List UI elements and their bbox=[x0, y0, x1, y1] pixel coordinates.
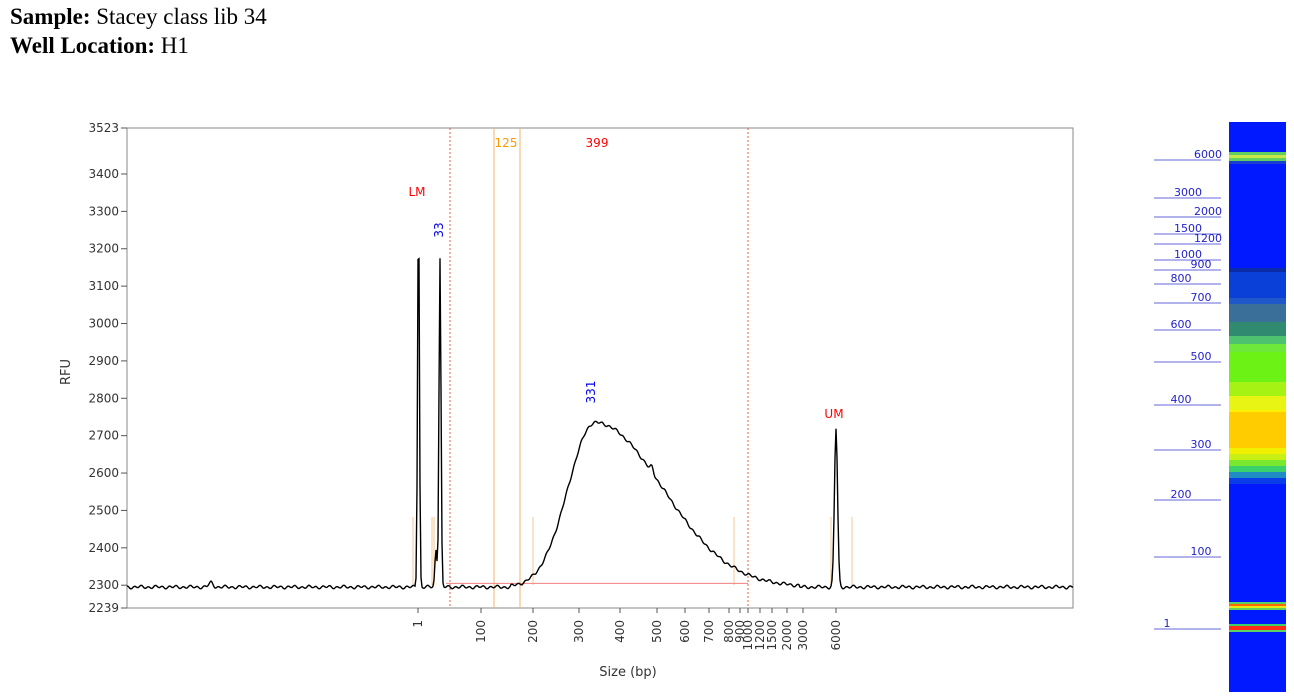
gel-band bbox=[1229, 336, 1286, 344]
gel-band bbox=[1229, 352, 1286, 382]
ladder-label: 1 bbox=[1164, 617, 1171, 630]
sample-label: Sample: bbox=[10, 4, 91, 29]
ladder-label: 200 bbox=[1171, 488, 1192, 501]
gel-band bbox=[1229, 626, 1286, 630]
ladder-label: 300 bbox=[1191, 438, 1212, 451]
y-axis: 2239 2300 2400 2500 2600 2700 2800 2900 3000 3100… bbox=[88, 121, 127, 615]
well-label: Well Location: bbox=[10, 33, 156, 58]
gel-band bbox=[1229, 608, 1286, 610]
x-tick-label: 800 bbox=[722, 620, 736, 643]
sample-line: Sample: Stacey class lib 34 bbox=[10, 2, 267, 31]
ladder-label: 400 bbox=[1171, 393, 1192, 406]
ladder-label: 900 bbox=[1191, 258, 1212, 271]
peak-annotation: 33 bbox=[432, 222, 446, 237]
gel-band bbox=[1229, 604, 1286, 606]
gel-band bbox=[1229, 304, 1286, 322]
peak-annotation: UM bbox=[824, 407, 843, 421]
x-tick-label: 3000 bbox=[796, 620, 810, 651]
gel-band bbox=[1229, 602, 1286, 604]
ladder-label: 500 bbox=[1191, 350, 1212, 363]
y-tick-label: 3300 bbox=[88, 204, 119, 218]
ladder-label: 2000 bbox=[1194, 205, 1222, 218]
y-tick-label: 2900 bbox=[88, 354, 119, 368]
x-tick-label: 500 bbox=[650, 620, 664, 643]
peak-annotation: 125 bbox=[495, 136, 518, 150]
x-tick-label: 200 bbox=[526, 620, 540, 643]
peak-annotation: 399 bbox=[586, 136, 609, 150]
x-tick-label: 1200 bbox=[753, 620, 767, 651]
x-tick-label: 600 bbox=[678, 620, 692, 643]
ladder-label: 3000 bbox=[1174, 186, 1202, 199]
y-tick-label: 3400 bbox=[88, 167, 119, 181]
x-axis-label: Size (bp) bbox=[599, 665, 656, 680]
x-tick-label: 700 bbox=[702, 620, 716, 643]
gel-band bbox=[1229, 448, 1286, 454]
gel-band bbox=[1229, 624, 1286, 626]
gel-band bbox=[1229, 412, 1286, 448]
gel-band bbox=[1229, 460, 1286, 466]
x-tick-label: 900 bbox=[733, 620, 747, 643]
gel-band bbox=[1229, 382, 1286, 396]
well-value: H1 bbox=[160, 33, 189, 58]
gel-band bbox=[1229, 158, 1286, 161]
gel-band bbox=[1229, 322, 1286, 336]
series-line bbox=[126, 257, 1074, 590]
gel-band bbox=[1229, 298, 1286, 304]
ladder-label: 600 bbox=[1171, 318, 1192, 331]
x-tick-label: 300 bbox=[572, 620, 586, 643]
x-tick-label: 1 bbox=[411, 620, 425, 628]
gel-band bbox=[1229, 161, 1286, 164]
ladder-label: 1500 bbox=[1174, 222, 1202, 235]
y-tick-label: 3100 bbox=[88, 279, 119, 293]
gel-band bbox=[1229, 454, 1286, 460]
gel-band bbox=[1229, 396, 1286, 410]
x-tick-label: 1000 bbox=[741, 620, 755, 651]
x-axis: 1 100 200 300 400 500 600 700 800900100012001500… bbox=[411, 608, 843, 651]
gel-band bbox=[1229, 152, 1286, 155]
gel-band bbox=[1229, 466, 1286, 472]
y-tick-label: 3523 bbox=[88, 121, 119, 135]
y-tick-label: 3200 bbox=[88, 242, 119, 256]
y-tick-label: 2800 bbox=[88, 391, 119, 405]
gel-band bbox=[1229, 606, 1286, 608]
ladder-label: 800 bbox=[1171, 272, 1192, 285]
gel-band bbox=[1229, 155, 1286, 158]
ladder-label: 6000 bbox=[1194, 148, 1222, 161]
sample-header: Sample: Stacey class lib 34 Well Locatio… bbox=[10, 2, 267, 60]
peak-annotation: 331 bbox=[584, 381, 598, 404]
y-axis-label: RFU bbox=[59, 359, 74, 385]
ladder-label: 700 bbox=[1191, 291, 1212, 304]
gel-image: 6000300020001500120010009008007006005004… bbox=[1154, 122, 1286, 692]
x-tick-label: 100 bbox=[474, 620, 488, 643]
x-tick-label: 6000 bbox=[829, 620, 843, 651]
gel-band bbox=[1229, 268, 1286, 272]
y-tick-label: 2500 bbox=[88, 503, 119, 517]
sample-value: Stacey class lib 34 bbox=[96, 4, 267, 29]
well-line: Well Location: H1 bbox=[10, 31, 267, 60]
y-tick-label: 2400 bbox=[88, 541, 119, 555]
y-tick-label: 2239 bbox=[88, 601, 119, 615]
ladder-label: 1200 bbox=[1194, 232, 1222, 245]
ladder-label: 100 bbox=[1191, 545, 1212, 558]
annotations: LM 33 331 UM 125 399 bbox=[408, 136, 843, 421]
x-tick-label: 1500 bbox=[765, 620, 779, 651]
y-tick-label: 2600 bbox=[88, 466, 119, 480]
y-tick-label: 2700 bbox=[88, 429, 119, 443]
x-tick-label: 2000 bbox=[780, 620, 794, 651]
gel-band bbox=[1229, 478, 1286, 484]
ladder-label: 1000 bbox=[1174, 248, 1202, 261]
gel-band bbox=[1229, 630, 1286, 632]
plot-area bbox=[126, 127, 1074, 609]
gel-band bbox=[1229, 272, 1286, 298]
x-tick-label: 400 bbox=[613, 620, 627, 643]
gel-band bbox=[1229, 344, 1286, 352]
gel-band bbox=[1229, 472, 1286, 478]
y-tick-label: 3000 bbox=[88, 317, 119, 331]
peak-annotation: LM bbox=[408, 185, 425, 199]
marker-lines bbox=[412, 128, 853, 608]
y-tick-label: 2300 bbox=[88, 578, 119, 592]
